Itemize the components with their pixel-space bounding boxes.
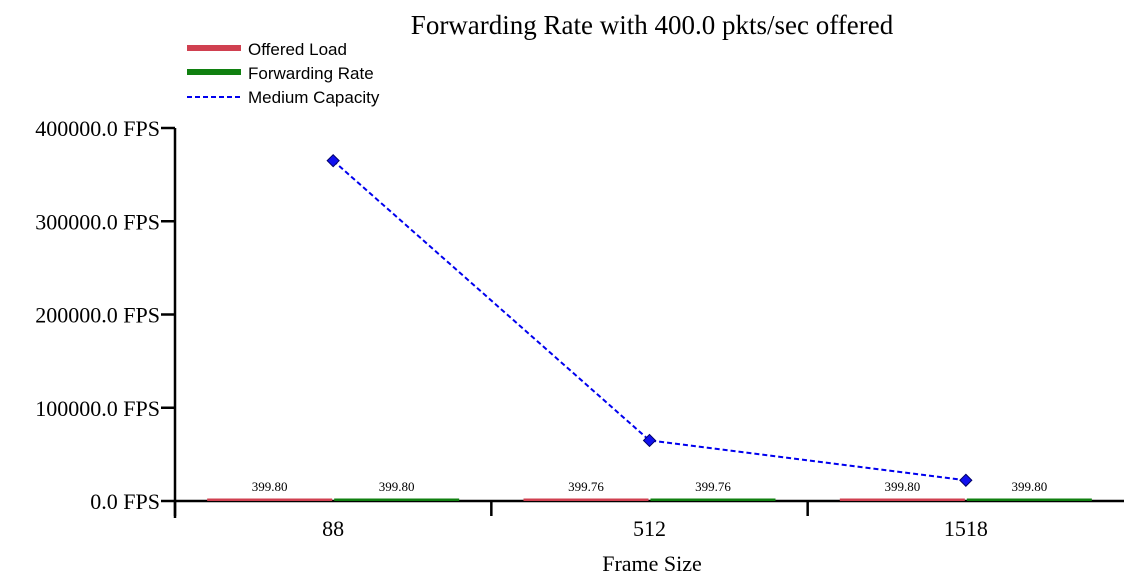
legend-label-offered-load: Offered Load [248, 40, 347, 59]
bar-forwarding-rate [966, 498, 1092, 501]
x-axis-title: Frame Size [602, 551, 702, 576]
legend: Offered Load Forwarding Rate Medium Capa… [187, 40, 380, 107]
medium-capacity-point [959, 473, 973, 487]
legend-swatch-offered-load [187, 45, 241, 51]
x-tick-label: 88 [322, 516, 344, 541]
data-label: 399.80 [884, 479, 920, 494]
x-tick-label: 1518 [944, 516, 988, 541]
chart-title: Forwarding Rate with 400.0 pkts/sec offe… [411, 10, 894, 40]
medium-capacity-series [326, 153, 973, 487]
medium-capacity-point [326, 153, 340, 168]
data-label: 399.80 [379, 479, 415, 494]
bar-offered-load [523, 498, 649, 501]
y-tick-label: 0.0 FPS [90, 489, 160, 514]
medium-capacity-point [642, 433, 657, 448]
data-label: 399.76 [568, 479, 604, 494]
data-label: 399.80 [252, 479, 288, 494]
bar-offered-load [207, 498, 333, 501]
bar-offered-load [839, 498, 965, 501]
medium-capacity-line [332, 159, 966, 482]
data-labels-layer: 399.80 399.80 399.76 399.76 399.80 399.80 [252, 479, 1047, 494]
x-tick-label: 512 [633, 516, 666, 541]
y-tick-label: 300000.0 FPS [35, 209, 160, 234]
bar-forwarding-rate [650, 498, 776, 501]
legend-swatch-forwarding-rate [187, 69, 241, 75]
y-tick-label: 400000.0 FPS [35, 116, 160, 141]
y-axis: 0.0 FPS 100000.0 FPS 200000.0 FPS 300000.0 … [35, 116, 177, 518]
data-label: 399.76 [695, 479, 731, 494]
y-tick-label: 100000.0 FPS [35, 396, 160, 421]
bars-layer [207, 498, 1092, 501]
x-axis: 88 512 1518 [173, 499, 1124, 541]
bar-forwarding-rate [334, 498, 460, 501]
y-tick-label: 200000.0 FPS [35, 303, 160, 328]
legend-label-medium-capacity: Medium Capacity [248, 88, 380, 107]
legend-label-forwarding-rate: Forwarding Rate [248, 64, 374, 83]
data-label: 399.80 [1011, 479, 1047, 494]
